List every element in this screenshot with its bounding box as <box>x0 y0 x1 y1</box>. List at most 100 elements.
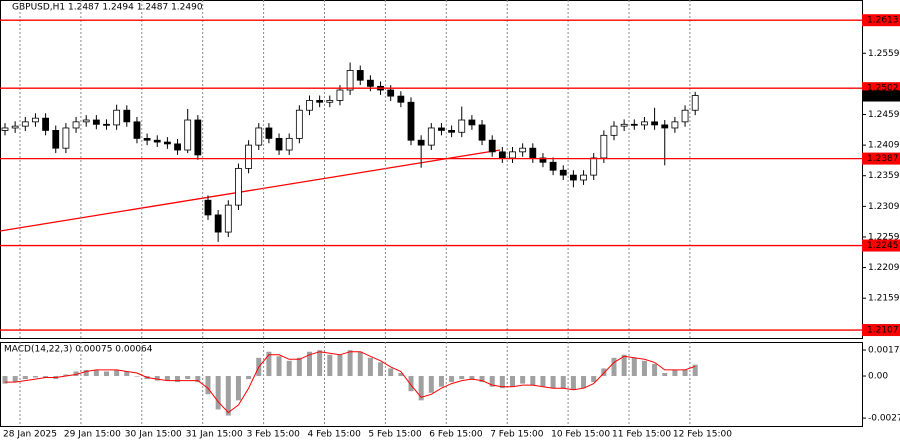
candle-body <box>620 123 628 127</box>
level-label: 1.2245 <box>867 241 899 251</box>
candle-body <box>488 139 496 153</box>
histogram-bar <box>581 376 587 389</box>
x-tick-label: 4 Feb 15:00 <box>308 430 362 440</box>
candle-body <box>468 119 476 126</box>
histogram-bar <box>12 376 18 383</box>
histogram-bar <box>276 356 282 377</box>
level-label-bg <box>862 324 900 337</box>
histogram-bar <box>631 357 637 377</box>
y-tick-label: 1.2409 <box>868 141 900 151</box>
histogram-bar <box>367 357 373 377</box>
candle-body <box>438 127 445 131</box>
candle-body <box>214 214 222 233</box>
histogram-bar <box>154 376 160 381</box>
histogram-bar <box>469 376 475 380</box>
histogram-bar <box>327 354 333 377</box>
candle-body <box>417 139 425 146</box>
x-tick-label: 7 Feb 15:00 <box>490 430 544 440</box>
histogram-bar <box>235 376 241 401</box>
histogram-bar <box>104 371 109 377</box>
histogram-bar <box>479 376 485 383</box>
y-tick-label: 1.2559 <box>868 49 900 59</box>
candle-body <box>52 130 60 149</box>
histogram-bar <box>114 369 120 377</box>
histogram-bar <box>307 351 312 377</box>
histogram-bar <box>134 376 140 377</box>
candle-body <box>691 95 699 111</box>
candle-body <box>478 124 486 141</box>
candle-body <box>346 70 354 91</box>
histogram-bar <box>682 369 688 377</box>
candle-body <box>336 89 344 101</box>
x-tick-label: 12 Feb 15:00 <box>673 430 732 440</box>
candle-body <box>153 139 161 143</box>
current-price-marker <box>862 90 900 102</box>
histogram-bar <box>398 372 404 377</box>
histogram-bar <box>378 362 384 377</box>
candle-body <box>11 125 19 129</box>
histogram-bar <box>459 376 465 380</box>
x-tick-label: 10 Feb 15:00 <box>551 430 610 440</box>
candle-body <box>235 167 242 206</box>
candle-body <box>519 147 527 153</box>
x-tick-label: 6 Feb 15:00 <box>429 430 483 440</box>
x-tick-label: 5 Feb 15:00 <box>368 430 422 440</box>
candle-body <box>306 100 313 111</box>
candle-body <box>671 121 679 129</box>
macd-title: MACD(14,22,3) 0.00075 0.00064 <box>4 345 153 355</box>
histogram-bar <box>164 376 170 381</box>
histogram-bar <box>601 368 607 377</box>
candle-body <box>133 121 141 139</box>
x-tick-label: 28 Jan 2025 <box>3 430 57 440</box>
candle-body <box>681 109 689 123</box>
histogram-bar <box>611 357 617 377</box>
candle-body <box>366 79 374 87</box>
candle-body <box>143 137 151 141</box>
candle-body <box>580 174 587 181</box>
histogram-bar <box>357 351 363 377</box>
histogram-bar <box>296 357 302 377</box>
y-tick-label: 1.2359 <box>868 171 900 181</box>
candle-body <box>163 141 171 145</box>
histogram-bar <box>641 360 647 377</box>
candle-body <box>184 119 192 151</box>
trend-line <box>0 149 501 232</box>
x-tick-label: 31 Jan 15:00 <box>186 430 243 440</box>
histogram-bar <box>2 376 8 384</box>
candle-body <box>295 109 303 139</box>
candle-body <box>92 119 100 125</box>
candle-body <box>245 144 253 169</box>
candle-body <box>651 121 658 126</box>
candle-body <box>356 70 364 81</box>
histogram-bar <box>652 363 658 377</box>
candle-body <box>387 89 395 97</box>
histogram-bar <box>93 369 99 377</box>
candle-body <box>549 161 557 171</box>
y-tick-label: 1.2459 <box>868 110 900 120</box>
candle-body <box>600 134 608 159</box>
candle-body <box>32 117 39 123</box>
candle-body <box>1 127 9 131</box>
candle-body <box>641 121 648 126</box>
candle-body <box>82 119 90 123</box>
candle-body <box>103 123 110 126</box>
histogram-bar <box>73 371 79 377</box>
histogram-bar <box>22 376 28 380</box>
y-tick-label: -0.00277 <box>868 414 900 424</box>
histogram-bar <box>540 376 546 387</box>
level-label-bg <box>862 14 900 27</box>
candle-body <box>72 121 80 129</box>
candle-body <box>174 143 181 151</box>
histogram-bar <box>337 354 343 377</box>
histogram-bar <box>286 360 292 377</box>
histogram-bar <box>520 376 526 384</box>
histogram-bar <box>205 376 211 395</box>
level-label-bg <box>862 152 900 165</box>
candle-body <box>316 100 324 103</box>
candle-body <box>113 109 121 126</box>
level-label: 1.2107 <box>867 326 899 336</box>
candle-body <box>448 130 456 133</box>
histogram-bar <box>560 376 566 389</box>
histogram-bar <box>43 376 49 378</box>
histogram-bar <box>621 354 627 377</box>
